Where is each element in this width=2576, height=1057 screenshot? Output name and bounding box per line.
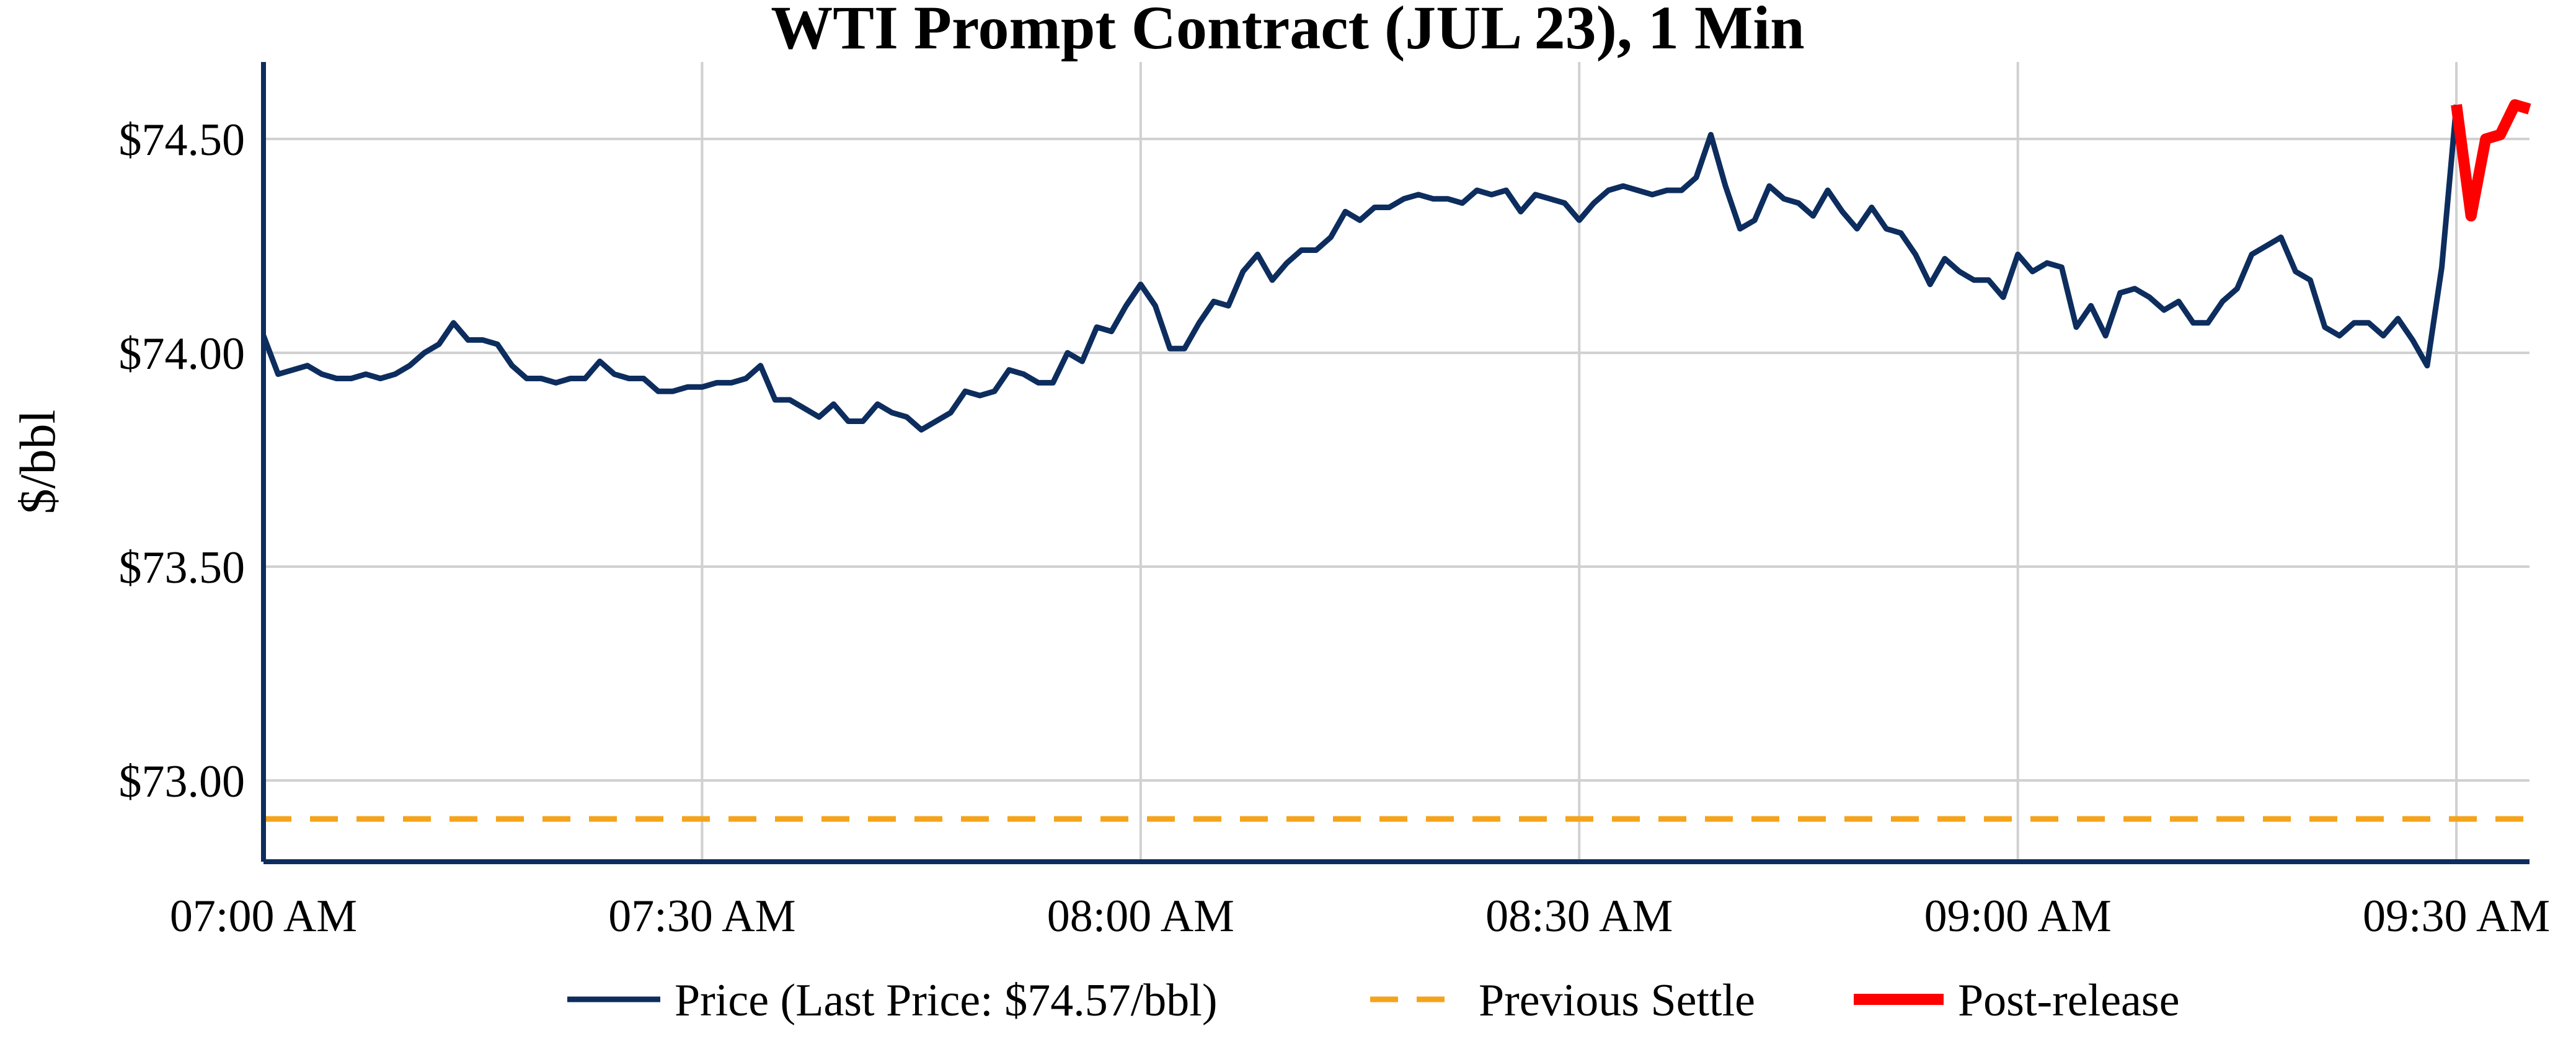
legend-label: Price (Last Price: $74.57/bbl) [675, 975, 1217, 1026]
grid [263, 62, 2530, 862]
x-tick-label: 09:30 AM [2363, 891, 2550, 942]
axes [261, 62, 2530, 864]
x-tick-label: 07:30 AM [608, 891, 795, 942]
series [260, 99, 2531, 822]
y-tick-label: $74.00 [119, 329, 246, 379]
y-axis-label: $/bbl [9, 410, 66, 515]
x-tick-label: 09:00 AM [1924, 891, 2112, 942]
x-tick-label: 08:30 AM [1485, 891, 1673, 942]
legend-label: Previous Settle [1479, 975, 1755, 1026]
legend: Price (Last Price: $74.57/bbl) Previous S… [567, 975, 2180, 1026]
tick-labels: $73.00 $73.50 $74.00 $74.50 07:00 AM 07:30 AM… [119, 115, 2551, 942]
y-tick-label: $74.50 [119, 115, 246, 166]
x-tick-label: 08:00 AM [1047, 891, 1234, 942]
post-release-series-line [2451, 99, 2531, 222]
y-tick-label: $73.50 [119, 542, 246, 593]
y-tick-label: $73.00 [119, 756, 246, 807]
legend-label: Post-release [1958, 975, 2180, 1026]
chart-title: WTI Prompt Contract (JUL 23), 1 Min [771, 0, 1804, 62]
x-tick-label: 07:00 AM [170, 891, 357, 942]
price-series-line [260, 104, 2459, 433]
